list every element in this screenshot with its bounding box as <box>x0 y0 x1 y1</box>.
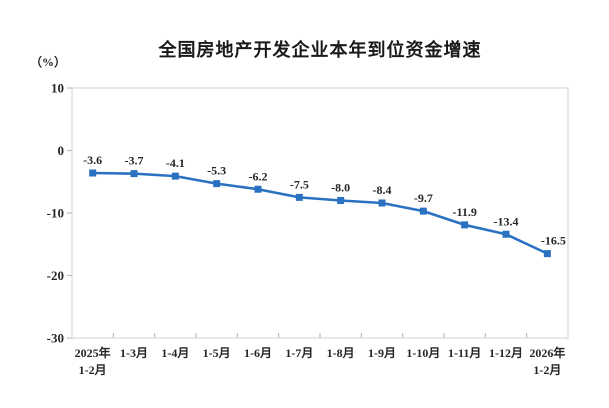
y-tick-label: 10 <box>51 81 64 96</box>
data-point-marker <box>378 199 386 207</box>
data-point-marker <box>130 170 138 178</box>
data-point-marker <box>254 185 262 193</box>
x-tick-label: 2026年 1-2月 <box>529 345 565 377</box>
data-point-label: -3.6 <box>83 153 102 167</box>
data-point-marker <box>502 230 510 238</box>
x-tick-label: 2025年 1-2月 <box>75 345 111 377</box>
data-point-label: -11.9 <box>452 205 476 219</box>
data-point-label: -7.5 <box>290 177 309 191</box>
data-point-marker <box>461 221 469 229</box>
y-tick-label: -30 <box>47 331 64 346</box>
x-tick-label: 1-11月 <box>448 346 481 360</box>
x-tick-label: 1-6月 <box>244 346 272 360</box>
data-point-label: -3.7 <box>125 154 144 168</box>
x-tick-label: 1-10月 <box>406 346 440 360</box>
data-point-marker <box>89 169 97 177</box>
data-point-label: -13.4 <box>494 214 519 228</box>
data-point-label: -16.5 <box>541 234 566 248</box>
data-point-label: -6.2 <box>249 169 268 183</box>
data-point-marker <box>543 250 551 258</box>
y-tick-label: 0 <box>58 143 65 158</box>
x-tick-label: 1-4月 <box>161 346 189 360</box>
y-tick-label: -10 <box>47 206 64 221</box>
data-point-marker <box>419 207 427 215</box>
chart-title: 全国房地产开发企业本年到位资金增速 <box>158 40 482 60</box>
y-axis-unit-label: （%） <box>30 55 67 69</box>
x-tick-label: 1-12月 <box>489 346 523 360</box>
data-point-label: -9.7 <box>414 191 433 205</box>
data-point-marker <box>337 197 345 204</box>
data-point-label: -5.3 <box>207 164 226 178</box>
data-point-label: -8.0 <box>331 181 350 195</box>
data-point-marker <box>171 172 179 180</box>
data-point-marker <box>295 193 303 201</box>
data-point-label: -8.4 <box>373 183 392 197</box>
y-tick-label: -20 <box>47 268 64 283</box>
data-point-marker <box>213 180 221 188</box>
x-tick-label: 1-3月 <box>120 346 148 360</box>
data-point-label: -4.1 <box>166 156 185 170</box>
x-tick-label: 1-8月 <box>327 346 355 360</box>
plot-border <box>71 87 569 339</box>
data-line <box>91 171 549 255</box>
x-tick-label: 1-5月 <box>203 346 231 360</box>
x-tick-label: 1-9月 <box>368 346 396 360</box>
x-tick-label: 1-7月 <box>285 346 313 360</box>
